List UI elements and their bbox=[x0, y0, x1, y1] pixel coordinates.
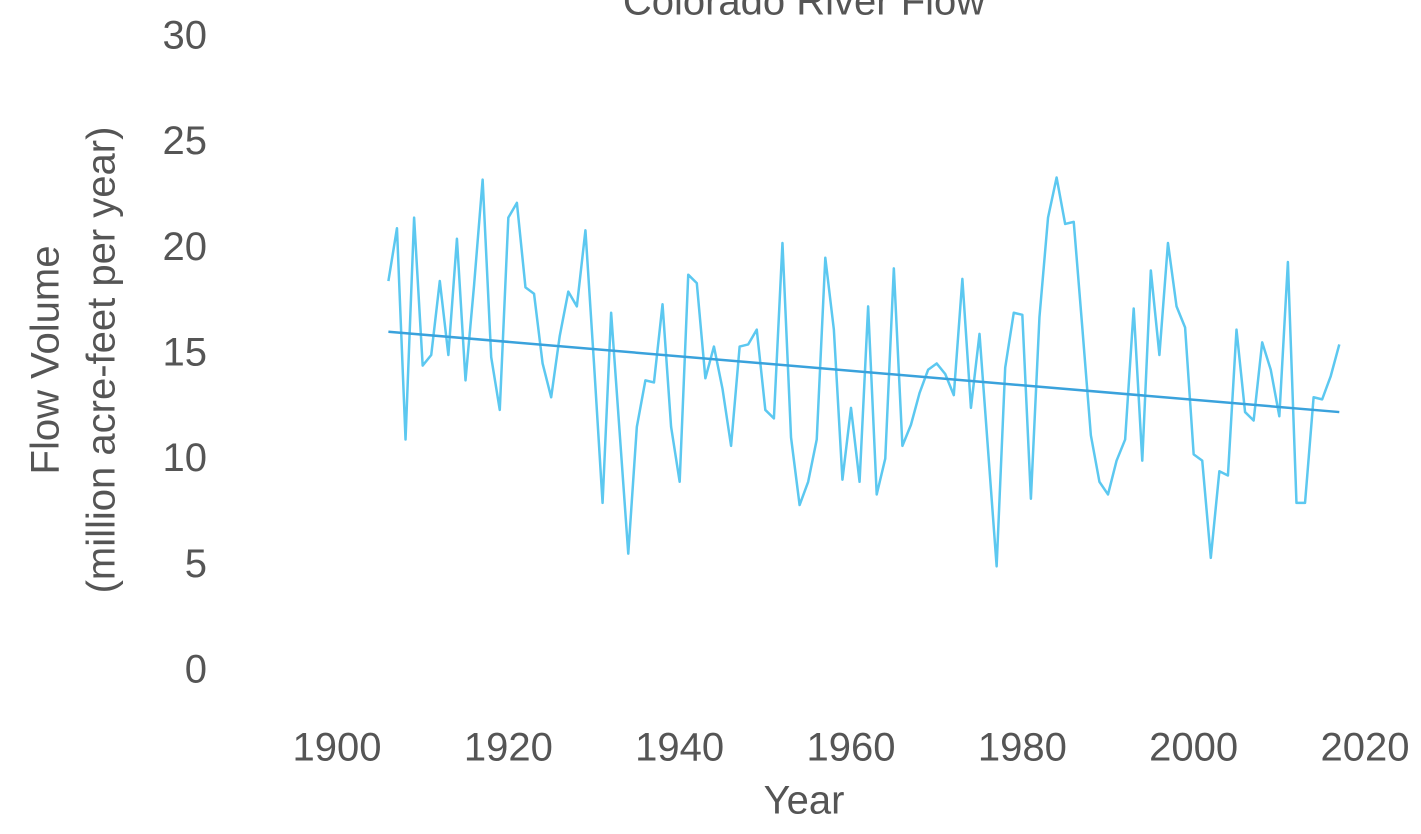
y-tick-label: 20 bbox=[163, 225, 208, 269]
y-tick-label: 25 bbox=[163, 119, 208, 163]
y-tick-label: 30 bbox=[163, 14, 208, 58]
y-axis-title: (million acre-feet per year) bbox=[80, 127, 124, 594]
data-line bbox=[388, 330, 1340, 414]
x-tick-label: 2020 bbox=[1321, 726, 1410, 770]
chart-title: Colorado River Flow bbox=[623, 0, 985, 24]
x-tick-label: 1900 bbox=[293, 726, 382, 770]
y-tick-label: 0 bbox=[185, 648, 207, 692]
y-axis-title: Flow Volume bbox=[24, 246, 68, 475]
x-tick-label: 1960 bbox=[807, 726, 896, 770]
x-tick-label: 1920 bbox=[464, 726, 553, 770]
y-tick-label: 5 bbox=[185, 542, 207, 586]
x-tick-label: 1980 bbox=[978, 726, 1067, 770]
y-tick-label: 15 bbox=[163, 331, 208, 375]
data-line bbox=[387, 176, 1341, 568]
x-tick-label: 2000 bbox=[1149, 726, 1238, 770]
y-tick-label: 10 bbox=[163, 436, 208, 480]
x-tick-label: 1940 bbox=[635, 726, 724, 770]
x-axis-title: Year bbox=[764, 779, 845, 823]
